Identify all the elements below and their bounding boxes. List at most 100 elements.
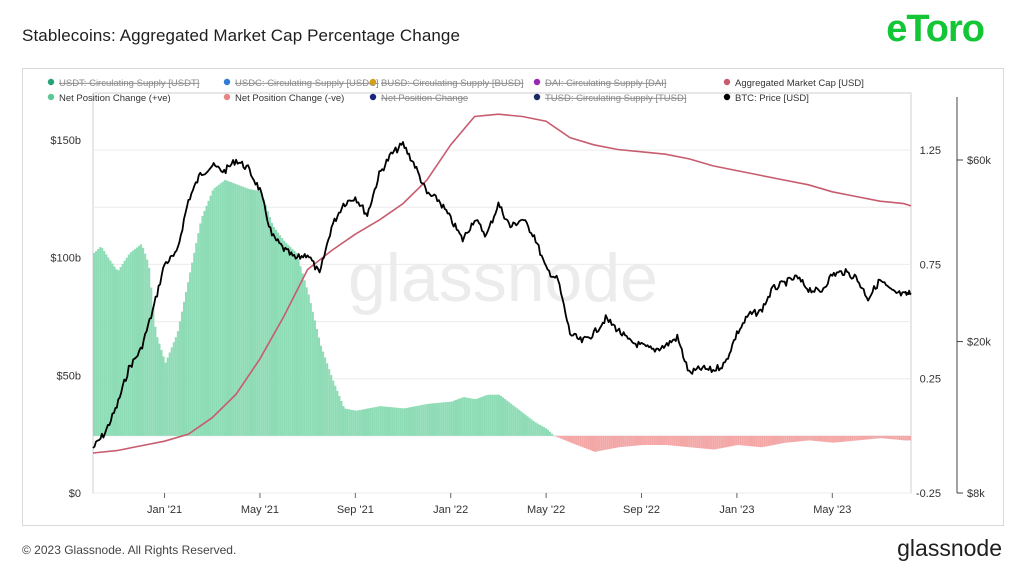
net-change-negative-bar xyxy=(589,435,592,451)
x-axis: Jan '21 May '21 Sep '21 Jan '22 May '22 Sep '… xyxy=(147,493,851,516)
legend-label[interactable]: DAI: Circulating Supply [DAI] xyxy=(545,78,666,89)
net-change-positive-bar xyxy=(510,403,513,436)
net-change-positive-bar xyxy=(371,407,374,436)
net-change-positive-bar xyxy=(201,216,204,436)
net-change-positive-bar xyxy=(401,408,404,436)
net-change-positive-bar xyxy=(264,205,267,436)
net-change-positive-bar xyxy=(301,273,304,436)
net-change-negative-bar xyxy=(759,435,762,448)
net-change-positive-bar xyxy=(199,223,202,436)
net-change-positive-bar xyxy=(373,407,376,436)
net-change-negative-bar xyxy=(880,435,883,439)
net-change-positive-bar xyxy=(248,189,251,436)
net-change-positive-bar xyxy=(203,210,206,436)
net-change-positive-bar xyxy=(346,409,349,436)
net-change-negative-bar xyxy=(698,435,701,449)
net-change-positive-bar xyxy=(166,357,169,436)
net-change-positive-bar xyxy=(481,396,484,436)
net-change-negative-bar xyxy=(632,435,635,446)
legend-label[interactable]: USDT: Circulating Supply [USDT] xyxy=(59,78,199,89)
net-change-positive-bar xyxy=(189,272,192,436)
net-change-negative-bar xyxy=(634,435,637,446)
legend-label[interactable]: BTC: Price [USD] xyxy=(735,93,809,104)
net-change-positive-bar xyxy=(426,403,429,436)
net-change-negative-bar xyxy=(667,435,670,446)
net-change-positive-bar xyxy=(266,211,269,436)
x-axis-tick: Sep '21 xyxy=(337,504,374,516)
net-change-positive-bar xyxy=(463,397,466,436)
legend-label[interactable]: Net Position Change (-ve) xyxy=(235,93,344,104)
net-change-negative-bar xyxy=(618,435,621,448)
net-change-negative-bar xyxy=(782,435,785,444)
net-change-positive-bar xyxy=(512,405,515,436)
net-change-negative-bar xyxy=(755,435,758,447)
net-change-negative-bar xyxy=(653,435,656,445)
net-change-positive-bar xyxy=(473,399,476,436)
net-change-positive-bar xyxy=(103,251,106,436)
net-change-negative-bar xyxy=(735,435,738,446)
net-change-positive-bar xyxy=(176,331,179,436)
legend-label[interactable]: USDC: Circulating Supply [USDC] xyxy=(235,78,379,89)
net-change-negative-bar xyxy=(757,435,760,447)
net-change-negative-bar xyxy=(665,435,668,446)
net-change-negative-bar xyxy=(814,435,817,442)
net-change-positive-bar xyxy=(133,249,136,436)
net-change-negative-bar xyxy=(722,435,725,448)
net-change-negative-bar xyxy=(845,435,848,442)
net-change-negative-bar xyxy=(661,435,664,445)
legend-label[interactable]: Net Position Change xyxy=(381,93,468,104)
right-axis-tick: 0.75 xyxy=(920,259,941,271)
net-change-negative-bar xyxy=(663,435,666,445)
net-change-negative-bar xyxy=(718,435,721,449)
net-change-negative-bar xyxy=(769,435,772,446)
net-change-negative-bar xyxy=(821,435,824,442)
net-change-positive-bar xyxy=(542,427,545,436)
net-change-positive-bar xyxy=(438,402,441,436)
net-change-negative-bar xyxy=(868,435,871,440)
net-change-negative-bar xyxy=(594,435,597,452)
net-change-negative-bar xyxy=(841,435,844,442)
x-axis-tick: May '21 xyxy=(241,504,279,516)
net-change-negative-bar xyxy=(651,435,654,445)
net-change-positive-bar xyxy=(160,350,163,436)
net-change-positive-bar xyxy=(364,408,368,436)
etoro-logo: eToro xyxy=(886,8,985,50)
net-change-positive-bar xyxy=(191,262,194,436)
net-change-negative-bar xyxy=(639,435,642,446)
net-change-positive-bar xyxy=(332,380,335,436)
net-change-negative-bar xyxy=(681,435,685,447)
legend-label[interactable]: Aggregated Market Cap [USD] xyxy=(735,78,864,89)
net-change-negative-bar xyxy=(888,435,891,439)
net-change-negative-bar xyxy=(677,435,680,447)
net-change-positive-bar xyxy=(197,233,200,436)
net-change-negative-bar xyxy=(643,435,646,445)
net-change-positive-bar xyxy=(315,329,318,436)
net-change-negative-bar xyxy=(559,435,562,439)
net-change-positive-bar xyxy=(506,400,509,436)
net-change-positive-bar xyxy=(109,260,112,436)
net-change-positive-bar xyxy=(330,375,333,436)
net-change-positive-bar xyxy=(536,423,539,436)
net-change-positive-bar xyxy=(358,410,361,436)
legend-label[interactable]: Net Position Change (+ve) xyxy=(59,93,171,104)
legend-label[interactable]: BUSD: Circulating Supply [BUSD] xyxy=(381,78,524,89)
net-change-negative-bar xyxy=(561,435,564,440)
chart-panel: glassnode USDT: Circulating Supply [USDT… xyxy=(22,68,1004,526)
net-change-positive-bar xyxy=(377,406,380,436)
net-change-positive-bar xyxy=(313,320,316,436)
net-change-negative-bar xyxy=(716,435,719,449)
net-change-negative-bar xyxy=(626,435,629,447)
net-change-negative-bar xyxy=(726,435,729,447)
legend-marker xyxy=(47,93,55,101)
net-change-positive-bar xyxy=(375,406,378,436)
net-change-positive-bar xyxy=(471,398,474,436)
legend-label[interactable]: TUSD: Circulating Supply [TUSD] xyxy=(545,93,686,104)
net-change-negative-bar xyxy=(624,435,627,447)
net-change-negative-bar xyxy=(778,435,781,444)
net-change-negative-bar xyxy=(604,435,607,450)
net-change-negative-bar xyxy=(792,435,795,442)
net-change-positive-bar xyxy=(180,311,183,436)
net-change-positive-bar xyxy=(272,227,276,436)
btc-axis-tick: $20k xyxy=(967,337,991,349)
net-change-positive-bar xyxy=(342,406,345,436)
